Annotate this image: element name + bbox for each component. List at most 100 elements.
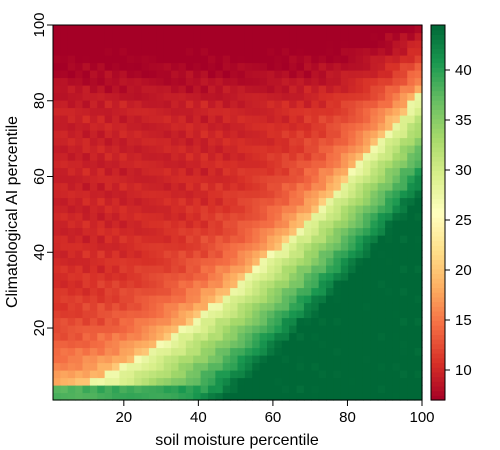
heatmap-cell <box>252 340 261 349</box>
heatmap-cell <box>222 160 231 169</box>
heatmap-cell <box>222 77 231 86</box>
heatmap-cell <box>104 242 113 251</box>
heatmap-cell <box>311 130 320 139</box>
heatmap-cell <box>215 160 224 169</box>
heatmap-cell <box>60 100 69 109</box>
heatmap-cell <box>385 227 394 236</box>
heatmap-cell <box>355 92 364 101</box>
heatmap-cell <box>148 340 157 349</box>
heatmap-cell <box>318 70 327 79</box>
heatmap-cell <box>340 190 349 199</box>
heatmap-cell <box>318 287 327 296</box>
heatmap-cell <box>89 85 98 94</box>
heatmap-cell <box>399 227 408 236</box>
heatmap-cell <box>267 47 275 56</box>
heatmap-cell <box>53 92 61 101</box>
heatmap-cell <box>178 272 187 281</box>
heatmap-cell <box>230 332 239 341</box>
heatmap-cell <box>67 40 76 49</box>
heatmap-cell <box>104 160 113 169</box>
heatmap-cell <box>296 205 305 214</box>
heatmap-cell <box>318 77 327 86</box>
heatmap-cell <box>163 205 172 214</box>
heatmap-cell <box>171 137 180 146</box>
heatmap-cell <box>326 385 335 394</box>
heatmap-cell <box>148 92 157 101</box>
heatmap-cell <box>267 212 275 221</box>
heatmap-cell <box>392 332 401 341</box>
heatmap-cell <box>289 295 298 304</box>
heatmap-cell <box>112 190 121 199</box>
heatmap-cell <box>134 355 143 364</box>
heatmap-cell <box>274 385 283 394</box>
heatmap-cell <box>348 107 357 116</box>
heatmap-cell <box>244 302 253 311</box>
heatmap-cell <box>407 85 416 94</box>
heatmap-cell <box>178 235 187 244</box>
heatmap-cell <box>318 85 327 94</box>
heatmap-cell <box>119 40 128 49</box>
heatmap-cell <box>75 40 84 49</box>
heatmap-cell <box>414 302 423 311</box>
heatmap-cell <box>75 115 84 124</box>
heatmap-cell <box>89 205 98 214</box>
heatmap-cell <box>185 107 194 116</box>
heatmap-cell <box>193 122 202 131</box>
heatmap-cell <box>193 272 202 281</box>
heatmap-cell <box>148 100 157 109</box>
heatmap-cell <box>104 227 113 236</box>
heatmap-cell <box>75 212 84 221</box>
heatmap-cell <box>89 220 98 229</box>
heatmap-cell <box>126 287 135 296</box>
heatmap-cell <box>207 362 216 371</box>
heatmap-cell <box>178 70 187 79</box>
heatmap-cell <box>193 107 202 116</box>
heatmap-cell <box>97 295 106 304</box>
heatmap-cell <box>156 130 165 139</box>
heatmap-cell <box>362 92 371 101</box>
heatmap-cell <box>340 145 349 154</box>
heatmap-cell <box>156 295 165 304</box>
heatmap-cell <box>185 257 194 266</box>
heatmap-cell <box>392 340 401 349</box>
heatmap-cell <box>112 295 121 304</box>
heatmap-cell <box>75 220 84 229</box>
heatmap-cell <box>60 190 69 199</box>
heatmap-cell <box>119 265 128 274</box>
heatmap-cell <box>252 347 261 356</box>
heatmap-cell <box>244 100 253 109</box>
heatmap-cell <box>289 302 298 311</box>
heatmap-cell <box>82 107 91 116</box>
heatmap-cell <box>244 130 253 139</box>
heatmap-cell <box>377 317 386 326</box>
heatmap-cell <box>377 272 386 281</box>
colorbar-swatch <box>431 353 445 359</box>
heatmap-cell <box>267 302 275 311</box>
colorbar-swatch <box>431 57 445 64</box>
heatmap-cell <box>407 182 416 191</box>
colorbar-swatch <box>431 90 445 96</box>
heatmap-cell <box>193 280 202 289</box>
heatmap-cell <box>244 40 253 49</box>
heatmap-cell <box>340 85 349 94</box>
heatmap-cell <box>230 62 239 71</box>
x-tick-label: 20 <box>115 409 132 426</box>
heatmap-cell <box>237 152 246 161</box>
heatmap-cell <box>207 77 216 86</box>
heatmap-cell <box>222 167 231 176</box>
heatmap-cell <box>215 272 224 281</box>
heatmap-cell <box>126 92 135 101</box>
heatmap-cell <box>171 295 180 304</box>
heatmap-cell <box>193 212 202 221</box>
heatmap-cell <box>171 160 180 169</box>
heatmap-cell <box>267 40 275 49</box>
heatmap-cell <box>407 280 416 289</box>
heatmap-cell <box>296 107 305 116</box>
colorbar <box>431 25 445 401</box>
heatmap-cell <box>392 227 401 236</box>
heatmap-cell <box>171 122 180 131</box>
heatmap-cell <box>296 160 305 169</box>
colorbar-swatch <box>431 231 445 237</box>
heatmap-cell <box>281 92 290 101</box>
